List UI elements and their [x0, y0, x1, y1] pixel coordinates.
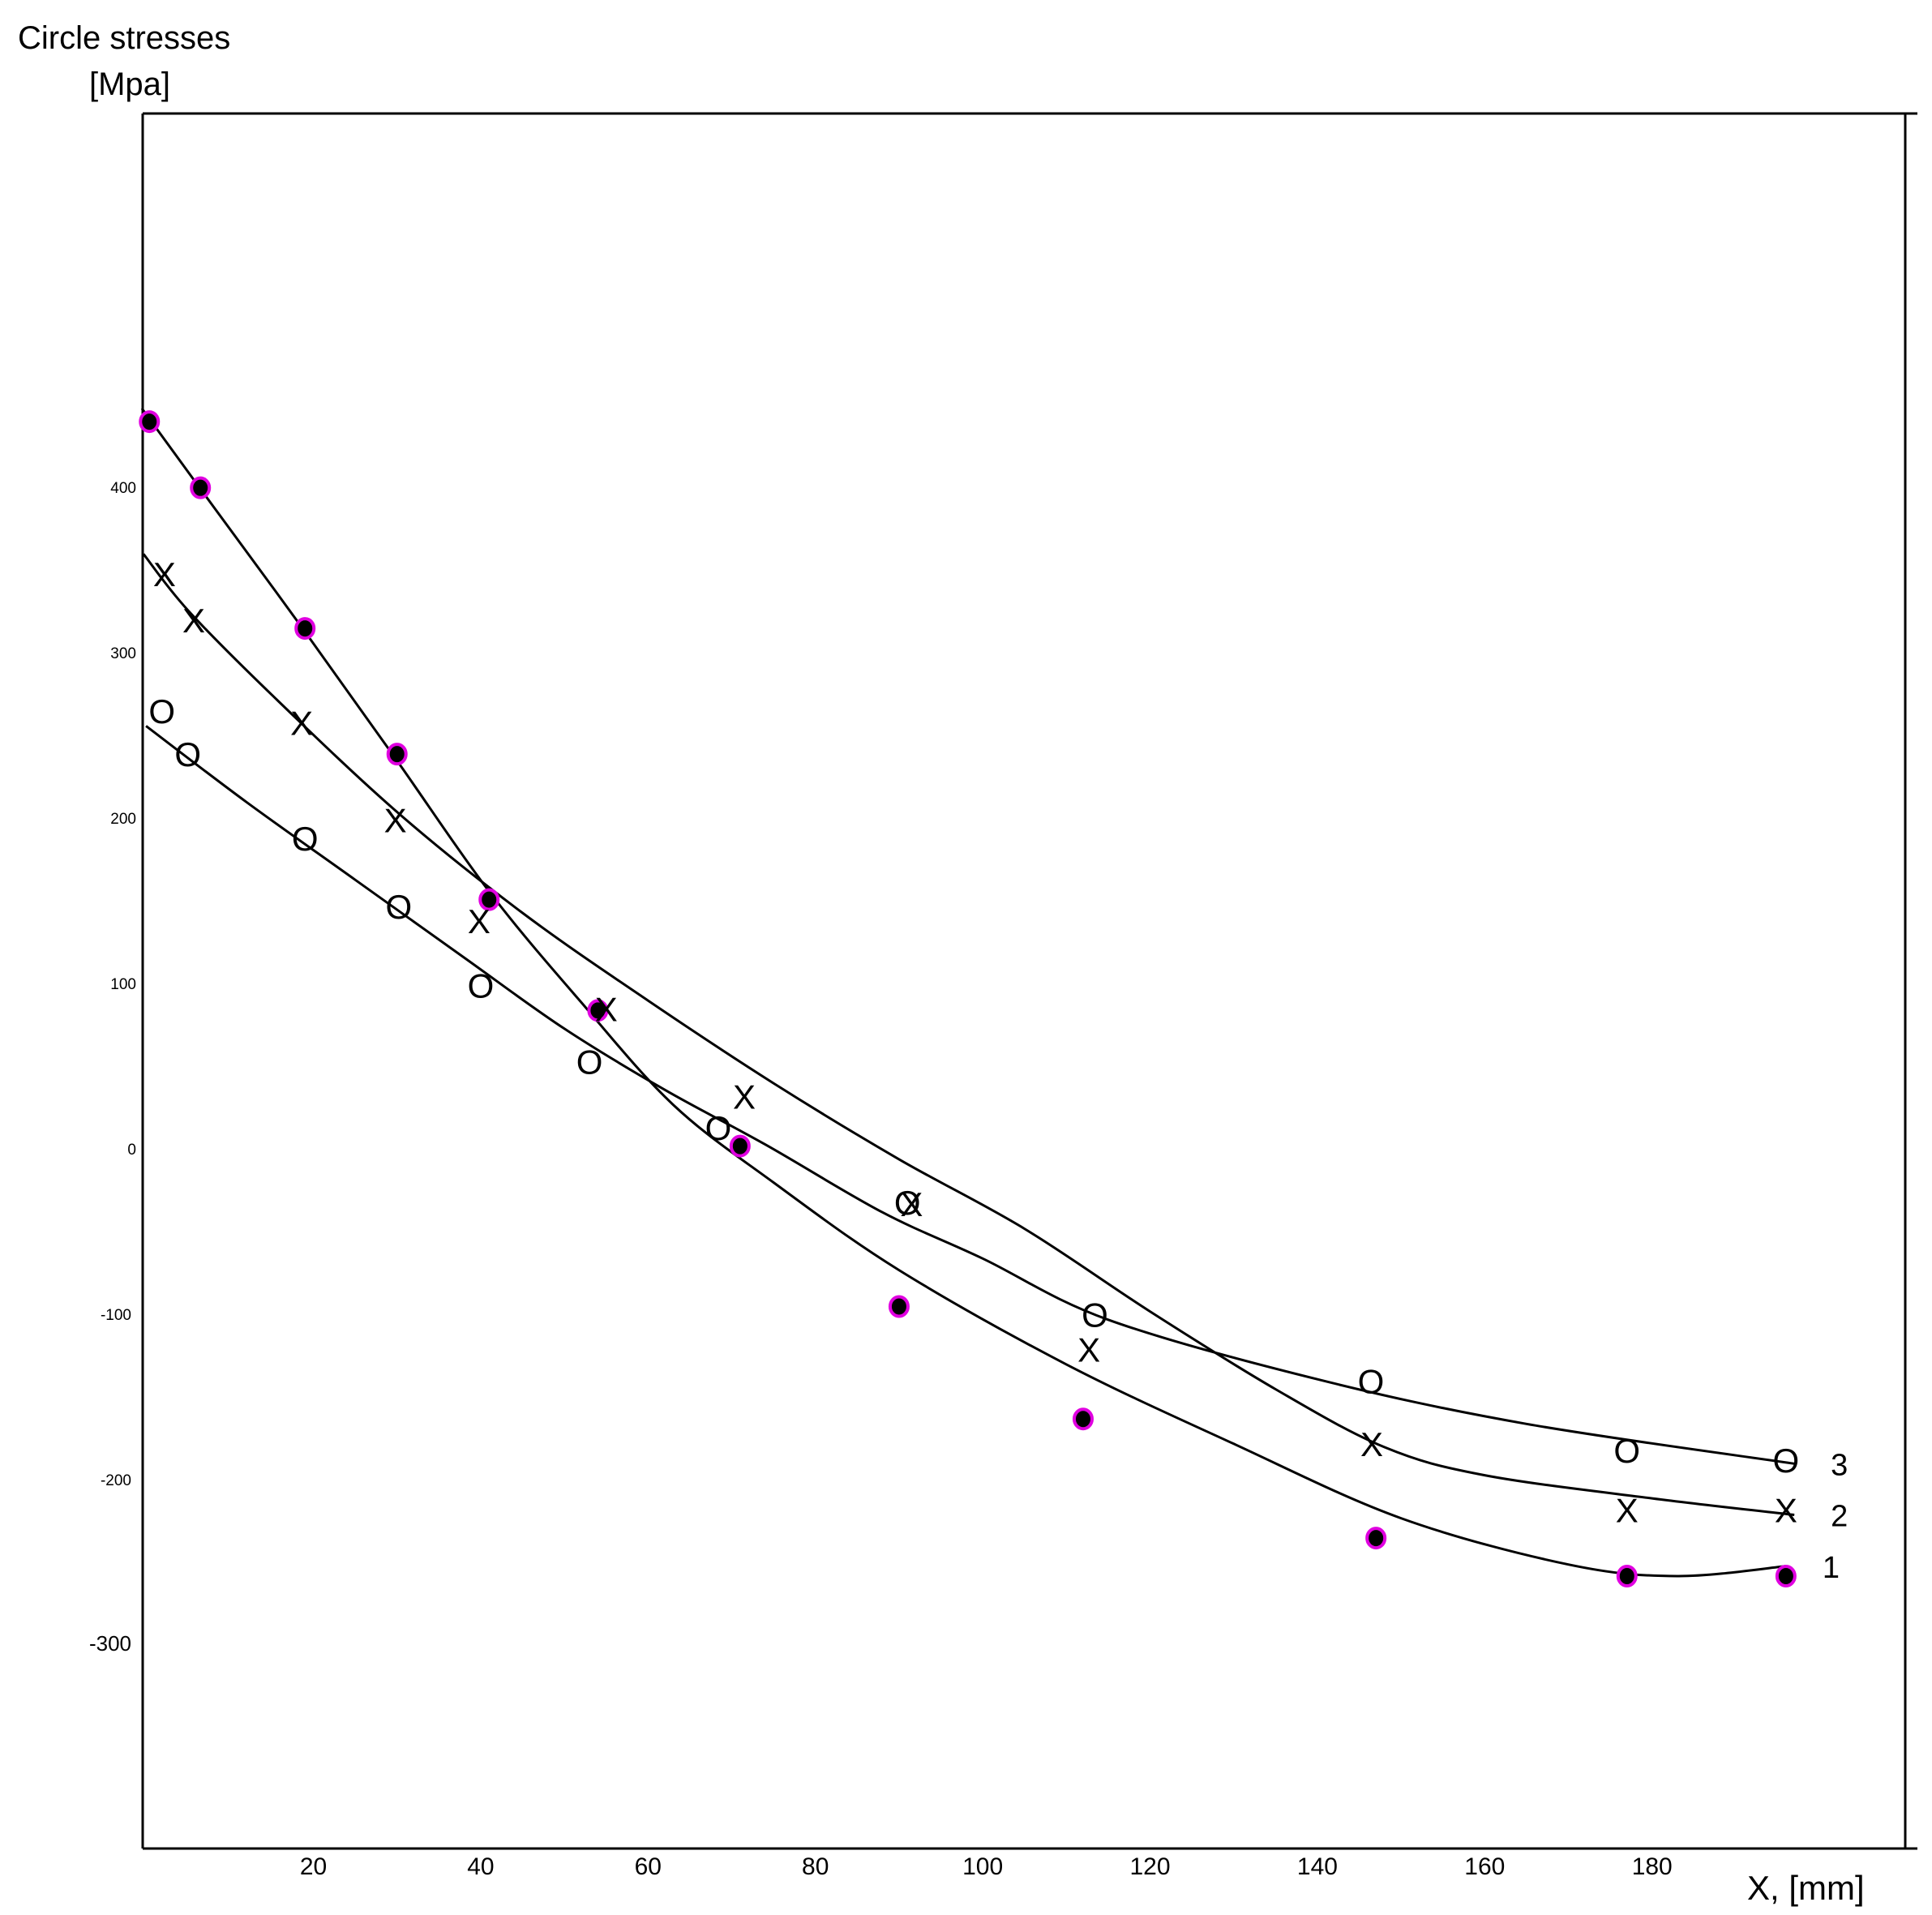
x-tick-label: 40 [467, 1853, 494, 1880]
point-series-1 [386, 743, 408, 766]
x-axis-label: X, [mm] [1747, 1869, 1865, 1907]
x-tick-label: 180 [1632, 1853, 1673, 1880]
chart-title: Circle stresses [18, 20, 230, 56]
point-series-3: O [894, 1184, 921, 1222]
curve-label-2: 2 [1831, 1500, 1848, 1534]
point-series-3: O [468, 967, 495, 1005]
point-series-3: O [1082, 1296, 1108, 1335]
point-series-1 [1775, 1565, 1797, 1587]
point-series-2: X [1360, 1425, 1383, 1463]
y-tick-label: 400 [110, 480, 136, 497]
curve-label-1: 1 [1823, 1551, 1840, 1585]
point-series-2: X [900, 1185, 923, 1223]
point-series-1 [1072, 1407, 1094, 1431]
point-series-1 [1365, 1527, 1387, 1550]
point-series-2: X [1077, 1331, 1100, 1369]
x-tick-label: 20 [300, 1853, 327, 1880]
x-tick-label: 80 [802, 1853, 829, 1880]
curve-2 [142, 553, 1795, 1516]
point-series-2: X [290, 704, 313, 742]
curve-3 [145, 725, 1795, 1465]
point-series-2: X [153, 555, 176, 593]
point-series-2: X [468, 902, 490, 940]
y-tick-label: 200 [110, 811, 136, 828]
chart-title-unit: [Mpa] [89, 66, 170, 102]
point-series-3: O [1773, 1442, 1800, 1480]
curve-label-3: 3 [1831, 1448, 1848, 1482]
y-tick-label: -300 [89, 1631, 131, 1656]
point-series-2: X [384, 802, 407, 840]
point-series-1 [1616, 1565, 1638, 1587]
y-tick-label: -200 [101, 1472, 131, 1489]
point-series-1 [888, 1295, 910, 1318]
point-series-1 [478, 888, 500, 911]
plot-frame [141, 112, 1917, 1850]
y-tick-label: 300 [110, 645, 136, 662]
point-series-2: X [182, 602, 205, 640]
point-series-3: O [148, 692, 175, 730]
point-series-3: O [1358, 1362, 1385, 1400]
y-tick-label: -100 [101, 1307, 131, 1324]
y-tick-label: 100 [110, 976, 136, 993]
point-series-1 [587, 999, 609, 1022]
y-tick-label: 0 [127, 1142, 136, 1159]
x-tick-label: 60 [635, 1853, 662, 1880]
x-tick-label: 140 [1297, 1853, 1338, 1880]
point-series-1 [139, 410, 161, 434]
point-series-2: X [595, 990, 618, 1028]
x-tick-label: 160 [1464, 1853, 1505, 1880]
point-series-3: O [292, 820, 319, 858]
fitted-curves [140, 407, 1795, 1578]
point-series-3: O [576, 1043, 603, 1082]
curve-1 [140, 407, 1786, 1578]
point-series-2: X [733, 1077, 756, 1116]
point-series-3: O [705, 1109, 732, 1147]
point-series-1 [294, 617, 316, 640]
x-tick-label: 100 [962, 1853, 1003, 1880]
y-tick-labels: 400 300 200 100 0 -100 -200 -300 [89, 480, 136, 1656]
point-series-1 [729, 1134, 751, 1158]
point-series-2: X [1616, 1491, 1639, 1529]
point-series-1 [190, 476, 212, 499]
x-tick-labels: 20 40 60 80 100 120 140 160 180 [300, 1853, 1673, 1880]
point-series-2: X [1775, 1491, 1797, 1529]
x-tick-label: 120 [1129, 1853, 1170, 1880]
point-series-3: O [174, 735, 201, 773]
curve-labels: 1 2 3 [1823, 1448, 1848, 1584]
point-series-3: O [385, 888, 412, 926]
point-series-3: O [1613, 1432, 1640, 1470]
